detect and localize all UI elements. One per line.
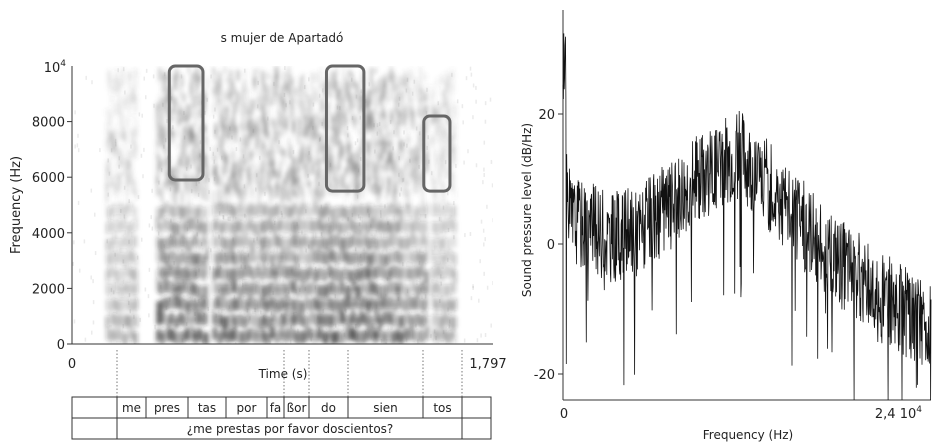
syllable-label: do xyxy=(321,401,336,415)
spectrogram-chart: s mujer de Apartadó 0 2000 4000 6000 8000 10… xyxy=(9,31,507,418)
syllable-label: tas xyxy=(198,401,216,415)
syllable-label: sien xyxy=(373,401,398,415)
spectrum-y-tick-label: -20 xyxy=(534,368,555,383)
syllable-label: ßor xyxy=(287,401,307,415)
spectrum-x-label: Frequency (Hz) xyxy=(703,428,794,442)
spectrum-y-tick-label: 0 xyxy=(547,238,555,253)
spectrogram-y-tick-label: 8000 xyxy=(32,116,65,131)
highlight-box xyxy=(422,114,452,193)
spectrogram-y-ticks: 0 2000 4000 6000 8000 xyxy=(32,116,72,353)
spectrum-y-tick-label: 20 xyxy=(538,108,555,123)
spectrogram-y-tick-label: 2000 xyxy=(32,282,65,297)
spectrogram-title: s mujer de Apartadó xyxy=(221,31,344,45)
highlight-box xyxy=(324,64,366,193)
spectrogram-y-label: Frequency (Hz) xyxy=(9,156,24,254)
syllable-label: pres xyxy=(154,401,180,415)
spectrum-y-label: Sound pressure level (dB/Hz) xyxy=(520,123,534,297)
spectrum-chart: 20 0 -20 0 2,4 104 Frequency (Hz) Sound pr… xyxy=(520,10,932,442)
spectrogram-y-tick-label: 0 xyxy=(57,338,65,353)
spectrogram-area xyxy=(72,66,493,344)
spectrum-y-ticks: 20 0 -20 xyxy=(534,108,563,383)
spectrum-x-tick-start: 0 xyxy=(560,407,568,422)
highlight-boxes xyxy=(167,64,452,193)
spectrum-x-tick-end: 2,4 104 xyxy=(875,405,922,422)
syllable-label: fa xyxy=(270,401,282,415)
spectrogram-x-tick-end: 1,797 xyxy=(469,357,506,372)
spectrogram-x-label: Time (s) xyxy=(258,367,308,381)
syllable-label: por xyxy=(237,401,257,415)
phrase-text: ¿me prestas por favor doscientos? xyxy=(187,422,394,436)
spectrum-series-line xyxy=(562,33,932,401)
spectrogram-y-tick-label: 6000 xyxy=(32,171,65,186)
spectrogram-x-tick-start: 0 xyxy=(68,357,76,372)
syllable-label: me xyxy=(122,401,141,415)
syllable-row: me pres tas por fa ßor do sien tos xyxy=(116,397,463,418)
spectrogram-y-top-tick: 104 xyxy=(44,59,67,76)
annotation-table: me pres tas por fa ßor do sien tos ¿me prestas p… xyxy=(71,396,492,440)
syllable-label: tos xyxy=(433,401,451,415)
highlight-box xyxy=(167,64,205,182)
spectrogram-y-tick-label: 4000 xyxy=(32,227,65,242)
